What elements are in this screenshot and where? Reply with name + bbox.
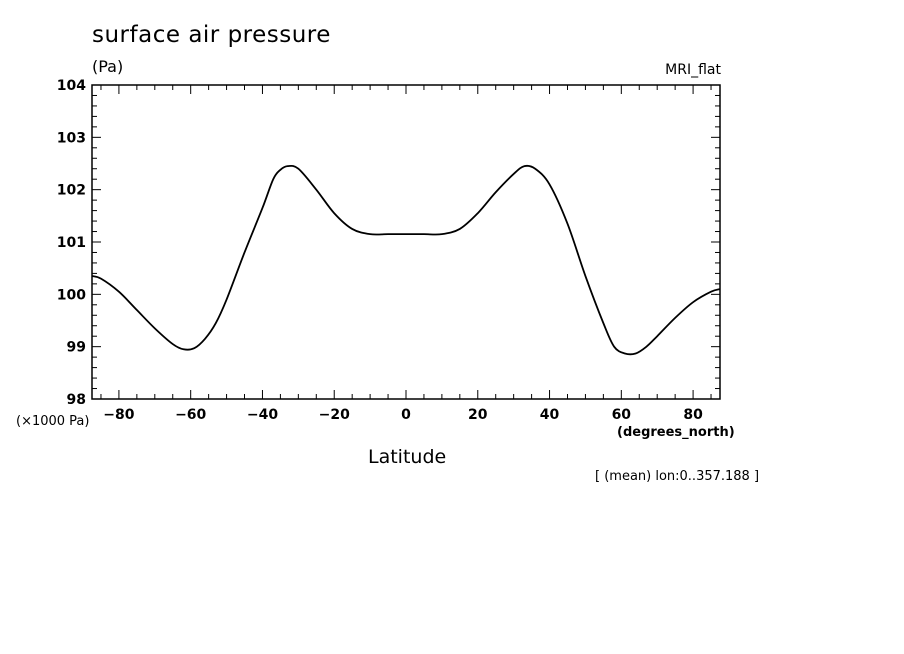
x-tick-label: −20 <box>319 407 350 423</box>
chart-title: surface air pressure <box>92 22 331 48</box>
y-tick-label: 99 <box>67 340 86 356</box>
y-tick-label: 98 <box>67 392 86 408</box>
model-label: MRI_flat <box>665 62 721 78</box>
y-tick-label: 101 <box>57 235 86 251</box>
x-tick-label: −80 <box>103 407 134 423</box>
y-tick-label: 103 <box>57 130 86 146</box>
y-tick-label: 104 <box>57 78 86 94</box>
x-tick-label: 40 <box>540 407 560 423</box>
y-tick-label: 102 <box>57 183 86 199</box>
x-tick-label: 60 <box>612 407 632 423</box>
y-multiplier-label: (×1000 Pa) <box>16 414 90 429</box>
y-tick-label: 100 <box>57 287 86 303</box>
axis-ticks <box>92 84 720 400</box>
tick-labels: −80 −60 −40 −20 0 20 40 60 80 98 99 100 101 102 103 104 <box>57 78 703 423</box>
plot-frame <box>91 84 721 400</box>
x-tick-label: 0 <box>401 407 411 423</box>
mean-note: [ (mean) lon:0..357.188 ] <box>595 469 760 484</box>
x-tick-label: 80 <box>683 407 703 423</box>
x-axis-units: (degrees_north) <box>617 425 735 440</box>
x-tick-label: −60 <box>175 407 206 423</box>
x-tick-label: 20 <box>468 407 488 423</box>
x-tick-label: −40 <box>247 407 278 423</box>
series-line <box>91 164 721 356</box>
y-axis-units: (Pa) <box>92 57 124 76</box>
x-axis-label: Latitude <box>368 446 447 468</box>
